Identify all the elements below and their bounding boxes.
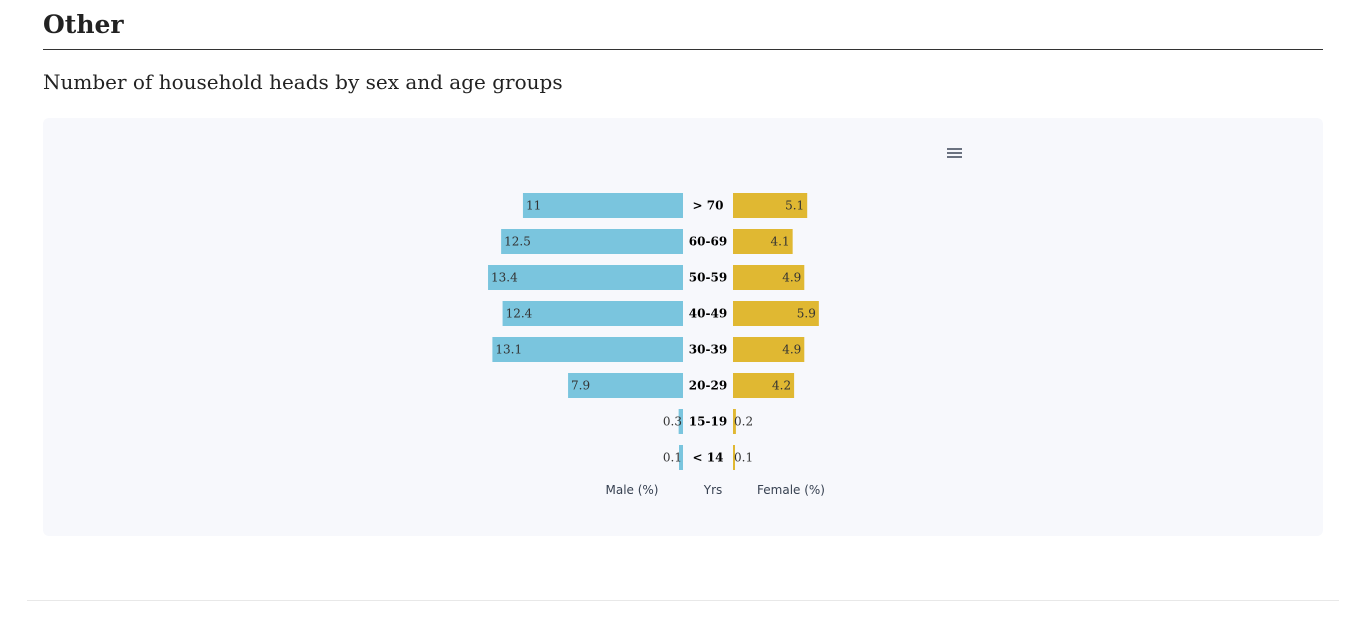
male-value-label: 13.4: [491, 271, 518, 285]
male-bar: [502, 301, 683, 326]
male-value-label: 0.1: [663, 451, 682, 465]
age-group-label: 20-29: [689, 379, 727, 393]
age-group-label: 30-39: [689, 343, 727, 357]
male-value-label: 13.1: [495, 343, 522, 357]
male-bar: [492, 337, 683, 362]
female-bar: [733, 229, 793, 254]
hamburger-menu-icon[interactable]: [943, 144, 965, 162]
female-value-label: 5.9: [797, 307, 816, 321]
female-bar: [733, 373, 795, 398]
female-value-label: 0.1: [734, 451, 753, 465]
female-value-label: 0.2: [734, 415, 753, 429]
female-bar: [733, 337, 805, 362]
male-axis-label: Male (%): [605, 483, 658, 497]
age-group-label: 15-19: [689, 415, 727, 429]
section-title: Other: [43, 10, 124, 39]
center-axis-label: Yrs: [703, 483, 723, 497]
section-divider: [43, 49, 1323, 50]
male-bar: [501, 229, 683, 254]
male-value-label: 0.3: [663, 415, 682, 429]
male-bar: [568, 373, 683, 398]
chart-heading: Number of household heads by sex and age…: [43, 70, 563, 94]
female-value-label: 4.2: [772, 379, 791, 393]
female-value-label: 4.9: [782, 343, 801, 357]
age-group-label: < 14: [693, 451, 724, 465]
female-bar: [733, 445, 735, 470]
male-bar: [522, 193, 683, 218]
male-value-label: 12.5: [504, 235, 531, 249]
pyramid-chart: 11 > 70 5.1 12.5 60-69 4.1 13.4 50-59 4.9 12.4 40-…: [488, 193, 825, 497]
female-value-label: 4.9: [782, 271, 801, 285]
male-bar: [488, 265, 683, 290]
male-bar: [679, 445, 683, 470]
female-bar: [733, 193, 808, 218]
female-bar: [733, 409, 736, 434]
female-bar: [733, 301, 819, 326]
age-group-label: 60-69: [689, 235, 727, 249]
age-group-label: 50-59: [689, 271, 727, 285]
male-value-label: 7.9: [571, 379, 590, 393]
male-value-label: 12.4: [506, 307, 533, 321]
female-bar: [733, 265, 805, 290]
female-axis-label: Female (%): [757, 483, 825, 497]
male-value-label: 11: [526, 199, 541, 213]
chart-card: 11 > 70 5.1 12.5 60-69 4.1 13.4 50-59 4.9 12.4 40-…: [43, 118, 1323, 536]
footer-divider: [27, 600, 1339, 601]
male-bar: [678, 409, 683, 434]
female-value-label: 5.1: [785, 199, 804, 213]
female-value-label: 4.1: [771, 235, 790, 249]
age-group-label: 40-49: [689, 307, 727, 321]
age-group-label: > 70: [693, 199, 724, 213]
